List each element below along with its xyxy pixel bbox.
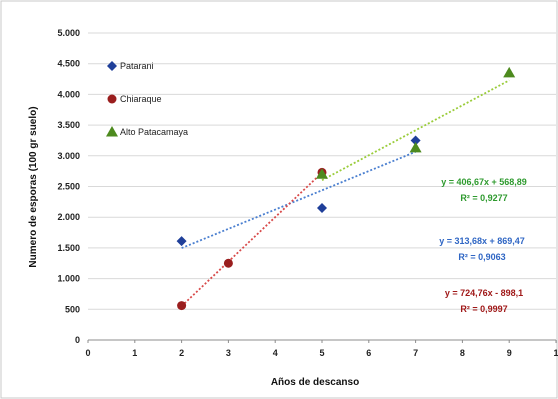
data-point [223,258,233,268]
legend-marker [106,126,118,137]
trend-r-squared: R² = 0,9063 [458,252,505,262]
y-axis-title: Numero de esporas (100 gr suelo) [28,106,39,267]
x-axis-title: Años de descanso [271,377,359,388]
x-tick-label: 1 [553,348,558,358]
y-tick-label: 2.500 [57,182,80,192]
y-tick-label: 1.500 [57,243,80,253]
y-tick-label: 4.000 [57,89,80,99]
y-tick-label: 3.500 [57,120,80,130]
data-point [317,202,327,213]
x-tick-label: 5 [319,348,324,358]
trend-equation: y = 406,67x + 568,89 [441,177,527,187]
y-tick-label: 5.000 [57,28,80,38]
x-tick-label: 6 [366,348,371,358]
legend-label: Patarani [120,61,154,71]
x-tick-label: 4 [273,348,278,358]
y-tick-label: 4.500 [57,59,80,69]
x-tick-label: 8 [460,348,465,358]
equation-labels: y = 406,67x + 568,89 R² = 0,9277 y = 313,6… [439,177,527,314]
trendline-layer [180,79,510,307]
legend-marker [107,61,117,71]
y-tick-label: 2.000 [57,212,80,222]
legend-label: Alto Patacamaya [120,127,188,137]
trend-r-squared: R² = 0,9277 [460,193,507,203]
y-tick-label: 1.000 [57,274,80,284]
trend-equation: y = 724,76x - 898,1 [445,288,523,298]
point-layer [176,66,516,311]
y-tick-label: 500 [65,304,80,314]
data-point [177,301,187,311]
y-tick-label: 0 [75,335,80,345]
x-tick-label: 0 [85,348,90,358]
trend-equation: y = 313,68x + 869,47 [439,236,525,246]
trend-r-squared: R² = 0,9997 [460,304,507,314]
data-point [503,66,516,78]
x-tick-label: 9 [507,348,512,358]
data-point [410,135,421,146]
axis-layer: 0 500 1.000 1.500 2.000 2.500 3.000 3.500 4.000 4… [57,28,558,358]
x-tick-label: 3 [226,348,231,358]
trendline [321,79,510,182]
data-point [409,141,422,153]
legend-marker [107,94,117,104]
y-tick-label: 3.000 [57,151,80,161]
x-tick-label: 1 [132,348,137,358]
x-tick-label: 7 [413,348,418,358]
legend: Patarani Chiaraque Alto Patacamaya [106,61,188,137]
data-point [176,236,187,247]
legend-label: Chiaraque [120,94,162,104]
data-point [316,168,328,179]
trendline [180,171,323,307]
x-tick-label: 2 [179,348,184,358]
